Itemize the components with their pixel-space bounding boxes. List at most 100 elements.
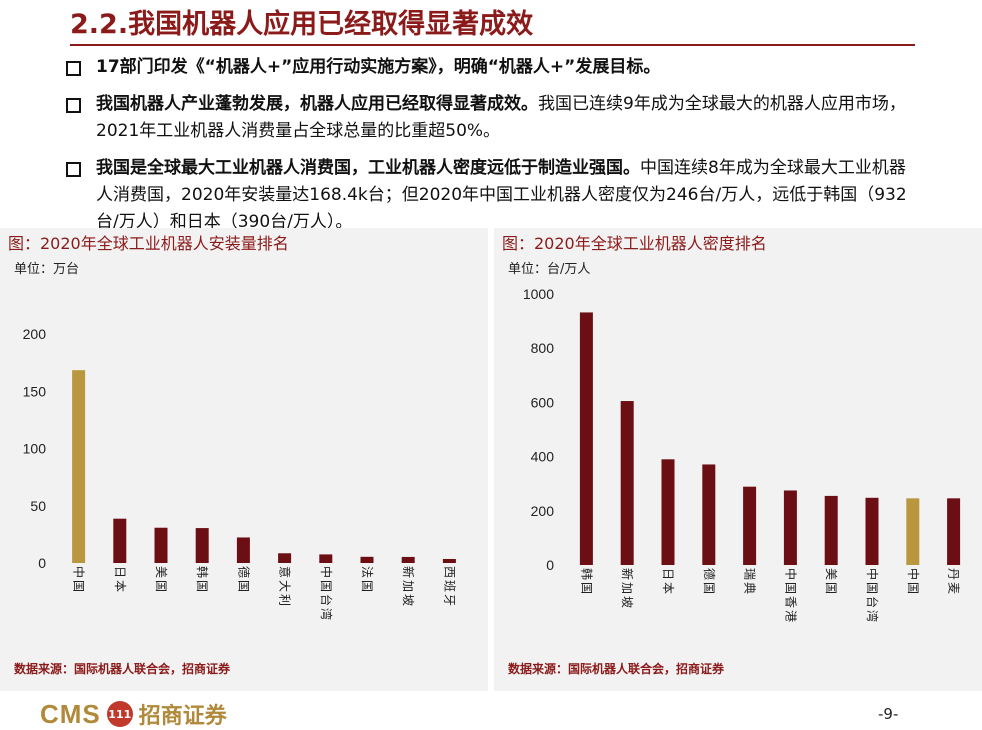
- x-tick-label: 意: [278, 566, 293, 578]
- bar: [702, 464, 716, 565]
- x-tick-label: 日: [661, 568, 675, 580]
- installation-chart-panel: 0 50 100 150 200 中国日本美国韩国德国意大利中国台湾法国新加坡西班牙 图：…: [0, 228, 488, 691]
- chart-unit: 单位：万台: [14, 262, 80, 277]
- page-number: -9-: [878, 705, 899, 723]
- y-tick-label: 600: [531, 394, 555, 410]
- y-tick-label: 800: [531, 340, 555, 356]
- chart-unit: 单位：台/万人: [508, 262, 591, 277]
- title-divider: [70, 44, 915, 46]
- x-tick-label: 美: [824, 568, 838, 580]
- x-tick-label: 国: [154, 580, 168, 592]
- bar: [236, 537, 250, 563]
- bullet-list: 17部门印发《“机器人+”应用行动实施方案》，明确“机器人+”发展目标。 我国机…: [62, 54, 922, 246]
- bar: [906, 498, 920, 565]
- x-tick-label: 加: [620, 582, 634, 594]
- bullet-item: 我国机器人产业蓬勃发展，机器人应用已经取得显著成效。我国已连续9年成为全球最大的…: [62, 91, 922, 145]
- x-tick-label: 美: [154, 566, 168, 578]
- x-tick-label: 西: [442, 566, 456, 578]
- x-tick-label: 台: [319, 594, 334, 606]
- square-bullet-icon: [66, 162, 81, 177]
- company-logo: CMS 111 招商证券: [40, 698, 227, 730]
- bullet-item: 我国是全球最大工业机器人消费国，工业机器人密度远低于制造业强国。中国连续8年成为…: [62, 155, 922, 236]
- x-tick-label: 德: [236, 566, 251, 578]
- density-bar-chart: 02004006008001000韩国新加坡日本德国瑞典中国香港美国中国台湾中国…: [523, 286, 961, 622]
- x-tick-label: 牙: [442, 594, 456, 606]
- y-tick-label: 50: [30, 498, 46, 514]
- x-tick-label: 国: [906, 582, 920, 594]
- x-tick-label: 中: [865, 568, 880, 580]
- density-chart-panel: 0 200 400 600 800 1000 韩国新加坡日本德国瑞典中国香港美国中国台湾中国…: [494, 228, 982, 691]
- bullet-bold-text: 我国机器人产业蓬勃发展，机器人应用已经取得显著成效。: [96, 94, 538, 114]
- bar: [154, 527, 168, 563]
- x-tick-label: 日: [113, 566, 127, 578]
- x-tick-label: 利: [278, 594, 292, 606]
- x-tick-label: 国: [195, 580, 209, 592]
- x-tick-label: 中: [783, 568, 798, 580]
- bar: [72, 370, 86, 563]
- bullet-item: 17部门印发《“机器人+”应用行动实施方案》，明确“机器人+”发展目标。: [62, 54, 922, 81]
- y-tick-label: 0: [38, 555, 46, 571]
- x-tick-label: 国: [783, 582, 797, 594]
- x-tick-label: 中: [319, 566, 334, 578]
- bullet-text: 我国已连续9年成为全球最大的机器人应用市场，2021年工业机器人消费量占全球总量…: [96, 94, 906, 141]
- x-tick-label: 本: [661, 582, 675, 594]
- y-tick-label: 100: [23, 441, 47, 457]
- x-tick-label: 法: [360, 566, 374, 578]
- x-tick-label: 大: [278, 580, 292, 592]
- bar: [947, 498, 961, 565]
- x-tick-label: 国: [72, 580, 86, 592]
- bar: [195, 528, 209, 563]
- bullet-text: 中国连续8年成为全球最大工业机器人消费国，2020年安装量达168.4k台；但2…: [96, 158, 907, 232]
- x-tick-label: 湾: [319, 608, 334, 620]
- x-tick-label: 国: [319, 580, 333, 592]
- chart-source: 数据来源：国际机器人联合会，招商证券: [508, 662, 725, 676]
- y-tick-label: 200: [531, 503, 555, 519]
- chart-title: 图：2020年全球工业机器人安装量排名: [8, 234, 289, 253]
- bar: [661, 459, 675, 565]
- y-tick-label: 0: [546, 557, 554, 573]
- logo-text: CMS: [40, 698, 101, 729]
- x-tick-label: 台: [865, 596, 880, 608]
- x-tick-label: 中: [906, 568, 921, 580]
- x-tick-label: 新: [401, 566, 416, 578]
- chart-title: 图：2020年全球工业机器人密度排名: [502, 234, 767, 253]
- bar: [824, 495, 838, 565]
- x-tick-label: 国: [579, 582, 593, 594]
- x-tick-label: 本: [113, 580, 127, 592]
- y-tick-label: 1000: [523, 286, 554, 302]
- x-tick-label: 坡: [401, 594, 415, 606]
- bar: [620, 401, 634, 565]
- x-tick-label: 港: [783, 610, 797, 622]
- x-tick-label: 班: [442, 580, 456, 592]
- square-bullet-icon: [66, 98, 81, 113]
- bar: [442, 558, 456, 563]
- bullet-bold-text: 17部门印发《“机器人+”应用行动实施方案》，明确“机器人+”发展目标。: [96, 57, 661, 77]
- bullet-bold-text: 我国是全球最大工业机器人消费国，工业机器人密度远低于制造业强国。: [96, 158, 640, 178]
- x-tick-label: 典: [743, 582, 757, 594]
- x-tick-label: 国: [702, 582, 716, 594]
- x-tick-label: 瑞: [743, 568, 757, 580]
- x-tick-label: 国: [824, 582, 838, 594]
- x-tick-label: 麦: [947, 582, 961, 594]
- x-tick-label: 国: [360, 580, 374, 592]
- square-bullet-icon: [66, 61, 81, 76]
- x-tick-label: 湾: [865, 610, 880, 622]
- bar: [743, 486, 757, 565]
- chart-source: 数据来源：国际机器人联合会，招商证券: [14, 662, 231, 676]
- x-tick-label: 国: [236, 580, 250, 592]
- bar: [401, 556, 415, 563]
- logo-badge-icon: 111: [106, 701, 133, 727]
- brand-name: 招商证券: [138, 704, 227, 729]
- page-title: 2.2.我国机器人应用已经取得显著成效: [70, 9, 534, 40]
- x-tick-label: 丹: [947, 568, 961, 580]
- x-tick-label: 坡: [620, 596, 634, 608]
- y-tick-label: 150: [23, 383, 47, 399]
- bar: [579, 312, 593, 565]
- x-tick-label: 新: [620, 568, 635, 580]
- bar: [278, 553, 292, 563]
- x-tick-label: 韩: [579, 568, 594, 580]
- x-tick-label: 中: [72, 566, 87, 578]
- x-tick-label: 德: [702, 568, 717, 580]
- bar: [319, 554, 333, 563]
